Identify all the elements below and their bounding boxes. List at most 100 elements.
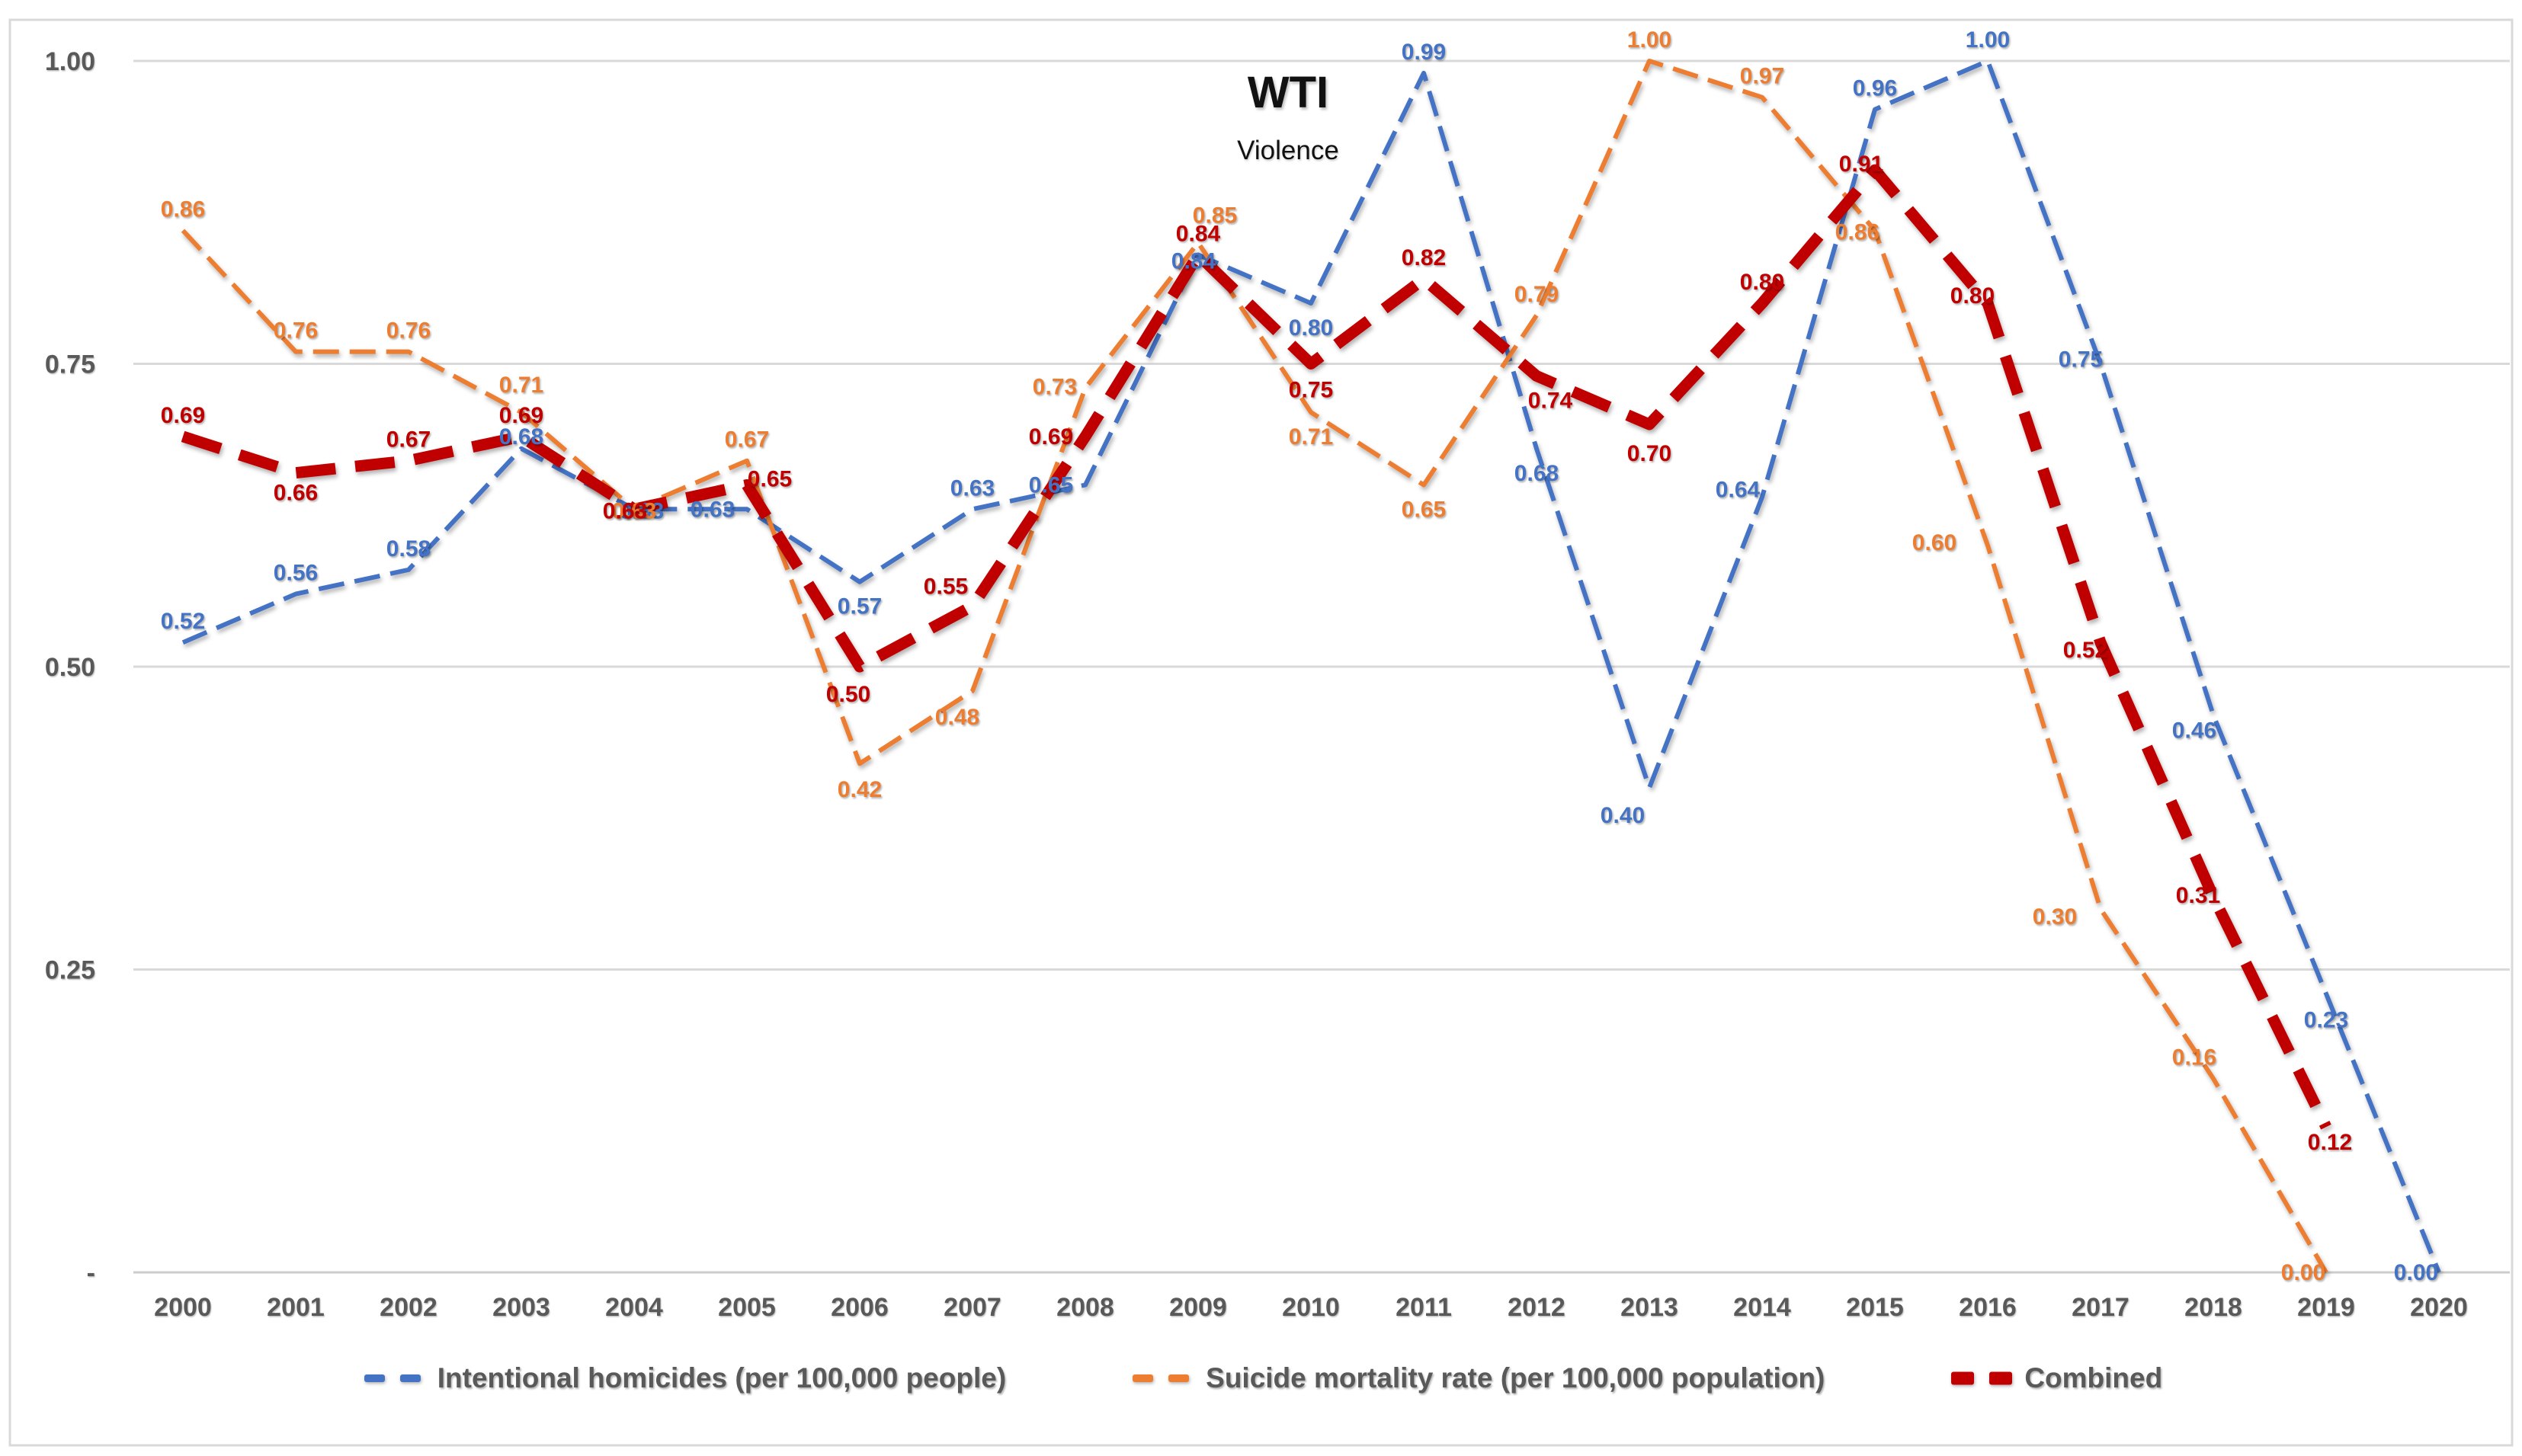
data-label: 0.31 [2176,883,2220,908]
data-label: 0.65 [1029,473,1073,498]
data-label: 0.66 [274,481,318,506]
data-label: 0.46 [2172,718,2216,744]
data-label: 0.65 [1402,498,1446,523]
data-label: 0.86 [1835,220,1879,245]
data-label: 0.69 [499,403,543,428]
data-label: 0.75 [1289,378,1333,403]
x-tick-label: 2009 [1169,1293,1227,1322]
data-label: 0.40 [1601,803,1645,828]
data-label: 0.97 [1740,64,1784,89]
y-tick-label: 1.00 [45,47,95,76]
data-label: 0.96 [1853,76,1897,101]
data-label: 0.63 [950,475,995,501]
data-label: 0.80 [1950,283,1995,309]
x-tick-label: 2019 [2297,1293,2355,1322]
data-label: 0.48 [935,705,979,730]
y-tick-label: 0.25 [45,956,95,985]
data-label: 0.69 [1029,424,1073,450]
x-tick-label: 2011 [1396,1293,1452,1322]
x-tick-label: 2001 [267,1293,325,1322]
data-label: 0.82 [1402,245,1446,270]
x-tick-label: 2002 [380,1293,437,1322]
x-tick-label: 2005 [718,1293,776,1322]
y-tick-label: 0.50 [45,653,95,682]
data-label: 0.73 [1033,374,1077,399]
data-label: 0.60 [1912,530,1956,555]
data-label: 0.57 [838,594,882,619]
data-label: 0.55 [924,574,968,600]
legend-dash-icon [1951,1371,2013,1385]
data-label: 0.67 [386,427,431,453]
data-label: 0.84 [1171,248,1216,274]
data-label: 0.79 [1514,282,1559,307]
legend-item-2: Combined [1947,1362,2162,1394]
legend-label-1: Suicide mortality rate (per 100,000 popu… [1206,1362,1825,1394]
data-label: 0.91 [1839,152,1883,177]
x-tick-label: 2020 [2410,1293,2468,1322]
data-label: 0.76 [386,318,431,344]
legend-label-2: Combined [2024,1362,2163,1394]
x-tick-label: 2006 [831,1293,889,1322]
x-tick-label: 2008 [1056,1293,1114,1322]
data-label: 0.58 [386,536,431,562]
x-tick-label: 2007 [944,1293,1001,1322]
series-line-2 [181,164,2331,1130]
legend-dash-icon [364,1374,421,1382]
y-tick-label: 0.75 [45,350,95,379]
data-label: 0.42 [838,777,882,802]
chart-legend: Intentional homicides (per 100,000 peopl… [0,1362,2522,1394]
legend-dash-icon [1133,1374,1190,1382]
data-label: 0.30 [2033,904,2077,930]
y-tick-label: - [87,1259,95,1288]
data-label: 0.68 [499,424,543,450]
series-line-0 [181,59,2441,1274]
data-label: 0.65 [748,467,792,492]
data-label: 0.63 [612,498,656,523]
data-label: 0.16 [2172,1045,2216,1070]
data-label: 0.74 [1528,388,1573,413]
data-label: 0.68 [1514,461,1559,486]
x-tick-label: 2010 [1282,1293,1340,1322]
data-label: 0.84 [1176,221,1221,246]
data-label: 0.80 [1740,270,1784,295]
data-label: 0.67 [725,427,769,453]
data-label: 0.71 [1289,424,1333,450]
x-tick-label: 2014 [1733,1293,1791,1322]
data-label: 1.00 [1627,27,1671,53]
data-label: 0.63 [603,498,647,523]
chart-title: WTI [1247,68,1329,117]
x-tick-label: 2000 [154,1293,212,1322]
x-tick-label: 2015 [1846,1293,1904,1322]
data-label: 0.63 [691,497,735,522]
data-label: 0.63 [620,498,664,523]
legend-item-0: Intentional homicides (per 100,000 peopl… [360,1362,1006,1394]
data-label: 0.80 [1289,315,1333,341]
data-label: 0.71 [499,373,543,398]
data-label: 0.99 [1402,40,1446,65]
legend-item-1: Suicide mortality rate (per 100,000 popu… [1128,1362,1825,1394]
data-label: 0.76 [274,318,318,344]
x-tick-label: 2003 [492,1293,550,1322]
data-label: 0.00 [2394,1260,2438,1285]
x-tick-label: 2016 [1959,1293,2017,1322]
x-tick-label: 2004 [605,1293,663,1322]
data-label: 0.23 [2304,1007,2348,1032]
data-label: 1.00 [1966,27,2010,53]
data-label: 0.70 [1627,441,1671,466]
data-label: 0.75 [2059,347,2103,373]
x-tick-label: 2017 [2072,1293,2129,1322]
chart-border [8,18,2514,1447]
data-label: 0.52 [161,609,205,634]
chart-subtitle: Violence [1237,136,1339,165]
data-label: 0.00 [2281,1260,2325,1285]
x-tick-label: 2012 [1508,1293,1565,1322]
data-label: 0.56 [274,561,318,586]
data-label: 0.50 [826,682,870,707]
x-tick-label: 2018 [2184,1293,2242,1322]
legend-label-0: Intentional homicides (per 100,000 peopl… [437,1362,1007,1394]
series-line-1 [181,59,2328,1274]
x-tick-label: 2013 [1620,1293,1678,1322]
data-label: 0.12 [2308,1130,2352,1155]
